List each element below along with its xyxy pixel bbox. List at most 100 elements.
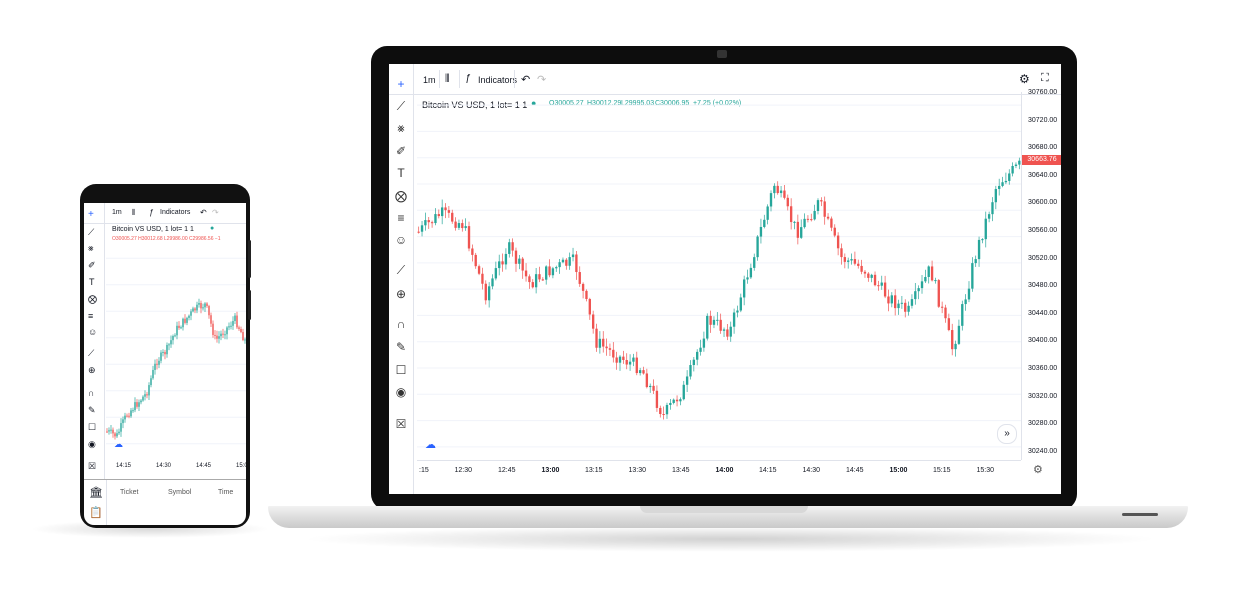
- phone-time-axis[interactable]: 14:15 14:30 14:45 15:00: [106, 459, 246, 479]
- candle-body: [1011, 165, 1014, 174]
- candle-body: [210, 315, 212, 324]
- lock-drawing-icon[interactable]: ✎: [395, 340, 407, 354]
- trash-icon[interactable]: ☒: [395, 417, 407, 431]
- candle-body: [487, 286, 491, 301]
- pattern-icon[interactable]: ⨂: [88, 294, 97, 304]
- eye-icon[interactable]: ◉: [395, 385, 407, 399]
- crosshair-icon[interactable]: +: [88, 209, 94, 220]
- candle-body: [897, 303, 900, 309]
- brush-icon[interactable]: ✐: [88, 260, 96, 270]
- candle-body: [974, 259, 977, 264]
- fullscreen-icon[interactable]: ⛶: [1041, 72, 1049, 84]
- lock-drawing-icon[interactable]: ✎: [88, 405, 96, 415]
- phone-time-tick-label: 14:30: [156, 463, 172, 469]
- candle-body: [558, 262, 561, 268]
- chart-toolbar: 1m ⫴ ƒ Indicators ↶ ↷ ⚙ ⛶: [389, 64, 1061, 95]
- candle-body: [615, 357, 618, 363]
- phone-drawing-toolbar: + ⟋ ⨳ ✐ T ⨂ ≡ ☺ ⟋ ⊕ ∩ ✎ ☐ ◉ ☒: [84, 203, 105, 479]
- crosshair-icon[interactable]: +: [397, 77, 405, 91]
- candle-body: [464, 226, 467, 229]
- trend-line-icon[interactable]: ⟋: [396, 99, 406, 113]
- indicators-icon[interactable]: ƒ: [465, 73, 471, 84]
- candle-body: [893, 295, 897, 309]
- emoji-icon[interactable]: ☺: [88, 327, 98, 337]
- candle-body: [867, 273, 870, 278]
- zoom-in-icon[interactable]: ⊕: [88, 365, 96, 375]
- phone-time-tick-label: 14:15: [116, 463, 132, 469]
- interval-button[interactable]: 1m: [423, 75, 436, 85]
- phone-indicators-button[interactable]: Indicators: [160, 209, 191, 216]
- ohlc-close: C30006.95: [655, 100, 690, 107]
- phone-undo-icon[interactable]: ↶: [200, 208, 207, 217]
- candle-body: [132, 410, 134, 412]
- zoom-in-icon[interactable]: ⊕: [395, 287, 407, 301]
- gear-icon[interactable]: ⚙: [1033, 464, 1043, 476]
- eye-icon[interactable]: ◉: [88, 439, 96, 449]
- trend-line-icon[interactable]: ⟋: [88, 227, 95, 237]
- lock-icon[interactable]: ☐: [395, 363, 407, 377]
- emoji-icon[interactable]: ☺: [394, 233, 408, 247]
- ruler-icon[interactable]: ⟋: [88, 348, 95, 358]
- candle-body: [578, 272, 581, 284]
- candle-body: [222, 333, 224, 335]
- candle-body: [212, 323, 214, 335]
- cloud-icon[interactable]: ☁: [425, 439, 436, 451]
- clipboard-icon[interactable]: 📋: [89, 507, 103, 519]
- candle-body: [826, 216, 830, 219]
- undo-icon[interactable]: ↶: [521, 74, 531, 86]
- text-icon[interactable]: T: [397, 166, 405, 180]
- pattern-icon[interactable]: ⨂: [395, 189, 407, 203]
- candle-body: [581, 283, 585, 291]
- time-axis[interactable]: :15 12:30 12:45 13:00 13:15 13:30 13:45 14:00 14…: [417, 460, 1021, 481]
- candle-body: [236, 315, 238, 328]
- phone-candles-icon[interactable]: ⫴: [132, 208, 136, 217]
- magnet-icon[interactable]: ∩: [396, 317, 406, 331]
- candle-body: [622, 356, 625, 360]
- price-tick-label: 30280.00: [1028, 420, 1058, 428]
- candle-body: [112, 429, 114, 434]
- phone-interval-button[interactable]: 1m: [112, 209, 122, 216]
- indicators-button[interactable]: Indicators: [478, 75, 518, 85]
- brush-icon[interactable]: ✐: [395, 144, 407, 158]
- fib-icon[interactable]: ⨳: [397, 121, 405, 135]
- candle-body: [783, 190, 786, 198]
- text-icon[interactable]: T: [89, 277, 95, 287]
- price-tick-label: 30400.00: [1028, 337, 1058, 345]
- measure-icon[interactable]: ≡: [397, 211, 405, 225]
- candles-icon[interactable]: ⫴: [445, 73, 450, 85]
- phone-redo-icon[interactable]: ↷: [212, 208, 219, 217]
- candle-body: [937, 280, 940, 307]
- magnet-icon[interactable]: ∩: [88, 388, 95, 398]
- fib-icon[interactable]: ⨳: [88, 243, 94, 253]
- candle-body: [444, 207, 447, 211]
- chevron-right-icon[interactable]: »: [997, 424, 1017, 444]
- candle-body: [675, 399, 679, 402]
- phone-candlestick-chart[interactable]: [106, 245, 246, 457]
- price-axis[interactable]: 30760.00 30720.00 30680.00 30640.00 30600.00…: [1021, 89, 1061, 460]
- redo-icon[interactable]: ↷: [537, 74, 547, 86]
- phone-indicators-icon[interactable]: ƒ: [149, 208, 154, 217]
- candle-body: [164, 351, 166, 355]
- candle-body: [689, 365, 692, 377]
- time-tick-label: 14:15: [759, 467, 777, 474]
- ruler-icon[interactable]: ⟋: [396, 263, 406, 277]
- candle-body: [719, 319, 722, 331]
- tab-ticket[interactable]: Ticket: [120, 489, 139, 496]
- candle-body: [655, 390, 659, 408]
- candle-body: [847, 260, 850, 262]
- measure-icon[interactable]: ≡: [88, 311, 94, 321]
- gear-icon[interactable]: ⚙: [1019, 72, 1030, 86]
- tab-symbol[interactable]: Symbol: [168, 489, 192, 496]
- cloud-icon[interactable]: ☁: [114, 439, 123, 449]
- bank-icon[interactable]: 🏛: [89, 487, 103, 499]
- trash-icon[interactable]: ☒: [88, 461, 97, 471]
- candle-body: [224, 334, 226, 336]
- candle-body: [981, 239, 984, 241]
- phone-time-tick-label: 14:45: [196, 463, 212, 469]
- candle-body: [538, 274, 541, 280]
- lock-icon[interactable]: ☐: [88, 422, 97, 432]
- candle-body: [961, 304, 964, 326]
- tab-time[interactable]: Time: [218, 489, 234, 496]
- candlestick-chart[interactable]: [417, 92, 1021, 460]
- candle-body: [944, 307, 947, 319]
